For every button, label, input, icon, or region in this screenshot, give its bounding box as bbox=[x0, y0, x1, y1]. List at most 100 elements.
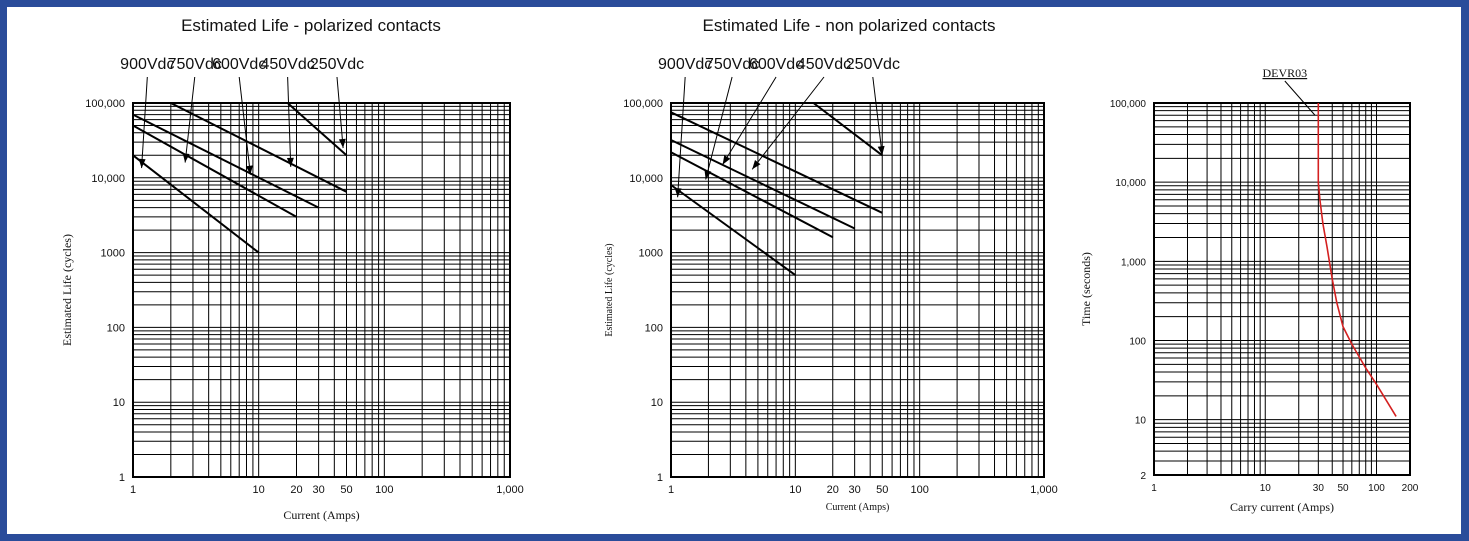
y-tick-label: 10 bbox=[651, 397, 663, 409]
grid bbox=[132, 102, 511, 478]
series-750vdc-arrowhead bbox=[182, 153, 190, 163]
series-900vdc-arrowhead bbox=[138, 158, 146, 169]
chart-1: Estimated Life - polarized contacts 1 10 20… bbox=[60, 16, 524, 522]
plot-frame bbox=[1153, 102, 1411, 476]
figure-panel: Estimated Life - polarized contacts 1 10 20… bbox=[7, 7, 1461, 534]
y-tick-label: 1,000 bbox=[1121, 257, 1146, 268]
x-tick-label: 100 bbox=[1368, 483, 1385, 494]
y-tick-label: 10,000 bbox=[91, 173, 125, 185]
chart-title: Estimated Life - non polarized contacts bbox=[703, 16, 996, 35]
series-250vdc-arrowhead bbox=[877, 145, 885, 156]
x-tick-label: 10 bbox=[789, 484, 801, 496]
series-900vdc-label: 900Vdc bbox=[120, 56, 174, 73]
x-tick-label: 1 bbox=[1151, 483, 1157, 494]
series-900vdc-leader bbox=[141, 76, 148, 169]
series-450vdc-leader bbox=[751, 76, 825, 170]
plot-frame bbox=[132, 102, 511, 478]
x-tick-label: 30 bbox=[849, 484, 861, 496]
series-250vdc-label: 250Vdc bbox=[846, 56, 900, 73]
series-450vdc-label: 450Vdc bbox=[260, 56, 314, 73]
series-600vdc-arrowhead bbox=[245, 165, 253, 175]
series-750vdc-line bbox=[670, 151, 834, 239]
x-tick-label: 10 bbox=[253, 484, 265, 496]
x-tick-label: 1 bbox=[668, 484, 674, 496]
series-450vdc-arrowhead bbox=[752, 160, 761, 170]
chart-3: 1 10 30 50 100 200 2 10 100 1,000 10,000 100,000 Car… bbox=[1079, 66, 1419, 514]
series-250vdc-leader bbox=[872, 76, 883, 156]
series-600vdc-label: 600Vdc bbox=[749, 56, 803, 73]
x-tick-label: 50 bbox=[1337, 483, 1349, 494]
x-tick-label: 30 bbox=[1313, 483, 1325, 494]
x-axis-label: Current (Amps) bbox=[826, 502, 890, 513]
y-tick-label: 1000 bbox=[101, 248, 125, 260]
series-600vdc-line bbox=[132, 113, 320, 209]
x-tick-label: 50 bbox=[340, 484, 352, 496]
x-tick-label: 1,000 bbox=[496, 484, 524, 496]
series-250vdc-line bbox=[812, 102, 883, 157]
series-900vdc-arrowhead bbox=[674, 188, 682, 198]
y-tick-label: 10,000 bbox=[629, 173, 663, 185]
series-750vdc-line bbox=[132, 124, 297, 218]
x-tick-label: 20 bbox=[290, 484, 302, 496]
y-tick-label: 100 bbox=[1129, 336, 1146, 347]
grid bbox=[670, 102, 1045, 478]
series-600vdc-leader bbox=[722, 76, 777, 165]
y-tick-label: 100 bbox=[645, 322, 663, 334]
x-tick-label: 100 bbox=[375, 484, 393, 496]
series-900vdc-line bbox=[132, 154, 260, 254]
series-750vdc-arrowhead bbox=[704, 169, 712, 180]
series-600vdc-leader bbox=[238, 76, 251, 175]
chart-2: Estimated Life - non polarized contacts 1… bbox=[604, 16, 1058, 513]
x-axis-label: Current (Amps) bbox=[283, 508, 359, 522]
y-tick-label: 100 bbox=[107, 322, 125, 334]
series-600vdc-line bbox=[670, 139, 856, 230]
y-tick-label: 10,000 bbox=[1115, 178, 1146, 189]
chart-title: Estimated Life - polarized contacts bbox=[181, 16, 441, 35]
x-axis-label: Carry current (Amps) bbox=[1230, 500, 1334, 514]
series-900vdc-label: 900Vdc bbox=[658, 56, 712, 73]
x-tick-label: 20 bbox=[827, 484, 839, 496]
series-750vdc-label: 750Vdc bbox=[168, 56, 222, 73]
series-450vdc-label: 450Vdc bbox=[797, 56, 851, 73]
series-900vdc-line bbox=[670, 184, 796, 276]
series-900vdc-leader bbox=[677, 76, 686, 198]
grid bbox=[1153, 102, 1411, 476]
y-tick-label: 1 bbox=[657, 472, 663, 484]
y-tick-label: 100,000 bbox=[85, 98, 125, 110]
plot-frame bbox=[670, 102, 1045, 478]
x-tick-label: 100 bbox=[910, 484, 928, 496]
x-tick-label: 50 bbox=[876, 484, 888, 496]
y-tick-label: 1000 bbox=[639, 248, 663, 260]
series-devr03-label: DEVR03 bbox=[1263, 66, 1308, 80]
series-450vdc-line bbox=[670, 111, 883, 214]
series-750vdc-label: 750Vdc bbox=[705, 56, 759, 73]
x-tick-label: 30 bbox=[312, 484, 324, 496]
series-750vdc-leader bbox=[184, 76, 196, 163]
y-axis-label: Estimated Life (cycles) bbox=[60, 234, 74, 346]
y-tick-label: 2 bbox=[1140, 471, 1146, 482]
y-tick-label: 10 bbox=[113, 397, 125, 409]
x-tick-label: 1 bbox=[130, 484, 136, 496]
series-250vdc-leader bbox=[336, 76, 344, 149]
y-tick-label: 10 bbox=[1135, 416, 1147, 427]
series-450vdc-line bbox=[170, 102, 347, 193]
series-450vdc-arrowhead bbox=[286, 157, 294, 167]
y-tick-label: 100,000 bbox=[623, 98, 663, 110]
figure-canvas: Estimated Life - polarized contacts 1 10 20… bbox=[60, 16, 1419, 522]
series-600vdc-arrowhead bbox=[722, 155, 731, 165]
series-250vdc-label: 250Vdc bbox=[310, 56, 364, 73]
series-600vdc-label: 600Vdc bbox=[212, 56, 266, 73]
series-devr03-line bbox=[1317, 103, 1397, 417]
y-axis-label: Time (seconds) bbox=[1079, 252, 1093, 326]
series-250vdc-arrowhead bbox=[338, 138, 346, 148]
series-devr03-leader bbox=[1284, 80, 1316, 116]
series-750vdc-leader bbox=[705, 76, 733, 180]
x-tick-label: 200 bbox=[1402, 483, 1419, 494]
x-tick-label: 1,000 bbox=[1030, 484, 1058, 496]
y-tick-label: 100,000 bbox=[1110, 99, 1147, 110]
series-250vdc-line bbox=[286, 102, 348, 157]
x-tick-label: 10 bbox=[1260, 483, 1272, 494]
series-450vdc-leader bbox=[287, 76, 292, 167]
y-axis-label: Estimated Life (cycles) bbox=[604, 243, 615, 336]
y-tick-label: 1 bbox=[119, 472, 125, 484]
